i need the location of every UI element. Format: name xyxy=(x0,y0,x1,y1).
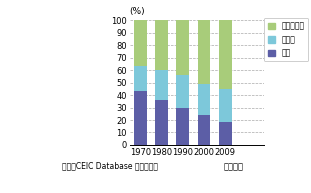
Text: (%): (%) xyxy=(129,7,145,16)
Bar xyxy=(219,123,232,145)
Bar xyxy=(198,115,211,145)
Bar xyxy=(155,70,168,100)
Bar xyxy=(219,20,232,89)
Bar xyxy=(176,108,189,145)
Text: （年度）: （年度） xyxy=(224,163,244,171)
Bar xyxy=(198,84,211,115)
Bar xyxy=(134,91,146,145)
Bar xyxy=(198,20,211,84)
Bar xyxy=(134,20,146,66)
Bar xyxy=(134,66,146,91)
Legend: サービス業, 製造業, 農業: サービス業, 製造業, 農業 xyxy=(264,18,308,61)
Bar xyxy=(219,89,232,123)
Text: 資料：CEIC Database から作成。: 資料：CEIC Database から作成。 xyxy=(63,161,158,170)
Bar xyxy=(176,20,189,75)
Bar xyxy=(155,100,168,145)
Bar xyxy=(176,75,189,108)
Bar xyxy=(155,20,168,70)
